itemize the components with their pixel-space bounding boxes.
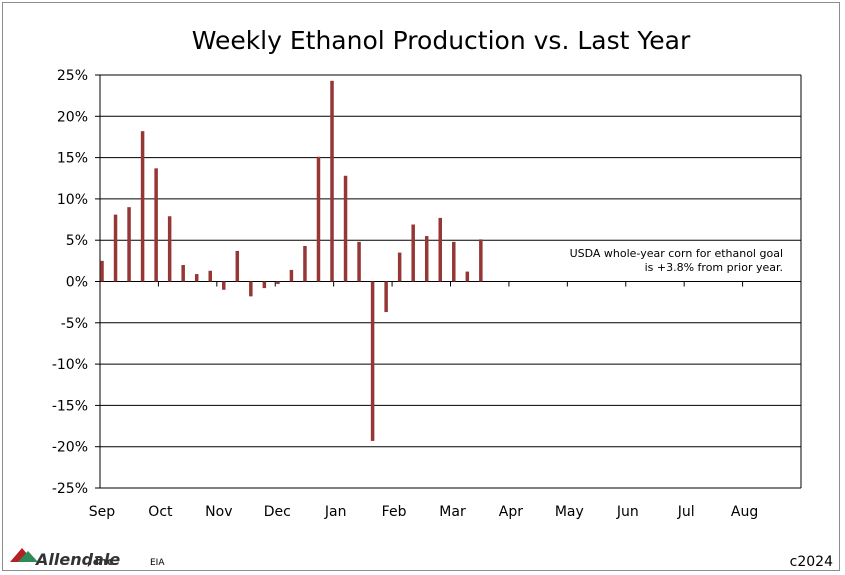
- chart-title: Weekly Ethanol Production vs. Last Year: [192, 26, 691, 55]
- y-tick-label: 10%: [57, 192, 88, 208]
- x-tick-label: Aug: [731, 504, 758, 520]
- bar: [289, 269, 294, 282]
- bar: [222, 281, 226, 290]
- logo-text: Allendale: [34, 550, 120, 569]
- annotation-line: is +3.8% from prior year.: [645, 261, 783, 274]
- bar: [357, 241, 361, 282]
- y-tick-label: 25%: [57, 68, 88, 84]
- y-axis-ticks: -25% -20% -15% -10% -5% 0% 5% 10% 15% 20% 25%: [52, 68, 88, 497]
- bar: [154, 168, 158, 282]
- bar: [113, 214, 118, 282]
- x-tick-label: Apr: [499, 504, 523, 520]
- annotation: USDA whole-year corn for ethanol goalis …: [570, 247, 783, 274]
- x-tick-label: Dec: [264, 504, 291, 520]
- bar: [452, 241, 456, 282]
- source-label: EIA: [150, 558, 165, 568]
- bar: [140, 131, 145, 282]
- x-tick-label: Sep: [89, 504, 116, 520]
- bar: [343, 175, 348, 282]
- bar: [249, 281, 253, 297]
- gridlines: [95, 74, 802, 489]
- allendale-logo-mark: [10, 548, 38, 562]
- bar: [424, 236, 429, 282]
- bar: [397, 252, 402, 282]
- bar: [303, 245, 307, 282]
- bar: [384, 281, 388, 313]
- x-tick-label: Mar: [439, 504, 466, 520]
- x-tick-label: Jun: [616, 504, 639, 520]
- y-tick-label: -15%: [52, 398, 88, 414]
- y-tick-label: -10%: [52, 357, 88, 373]
- allendale-logo: Allendale , Inc.: [10, 548, 120, 569]
- bar: [465, 271, 470, 282]
- bar: [100, 260, 104, 282]
- bar: [235, 250, 240, 282]
- y-tick-label: -25%: [52, 481, 88, 497]
- x-tick-label: May: [555, 504, 584, 520]
- bar: [194, 274, 199, 282]
- y-tick-label: 20%: [57, 109, 88, 125]
- bar: [438, 217, 442, 282]
- bar: [262, 281, 267, 289]
- x-axis-ticks: Sep Oct Nov Dec Jan Feb Mar Apr May Jun Jul Aug: [89, 281, 758, 520]
- y-tick-label: 15%: [57, 151, 88, 167]
- bar: [411, 224, 415, 282]
- bar: [330, 80, 334, 282]
- y-tick-label: 5%: [66, 233, 88, 249]
- bar: [479, 239, 483, 282]
- bar: [208, 270, 212, 282]
- bar: [167, 216, 172, 282]
- bar: [181, 264, 185, 282]
- x-tick-label: Jul: [677, 504, 695, 520]
- logo-suffix: , Inc.: [87, 555, 118, 568]
- bar: [316, 156, 321, 282]
- bar: [370, 281, 375, 441]
- x-tick-label: Feb: [382, 504, 407, 520]
- bar: [127, 207, 131, 282]
- x-tick-label: Nov: [205, 504, 232, 520]
- copyright-label: c2024: [790, 554, 833, 570]
- y-tick-label: -5%: [61, 316, 88, 332]
- bar: [276, 281, 280, 284]
- x-tick-label: Jan: [324, 504, 347, 520]
- x-tick-label: Oct: [148, 504, 173, 520]
- bars: [100, 80, 483, 441]
- annotation-line: USDA whole-year corn for ethanol goal: [570, 247, 783, 260]
- y-tick-label: -20%: [52, 440, 88, 456]
- y-tick-label: 0%: [66, 275, 88, 291]
